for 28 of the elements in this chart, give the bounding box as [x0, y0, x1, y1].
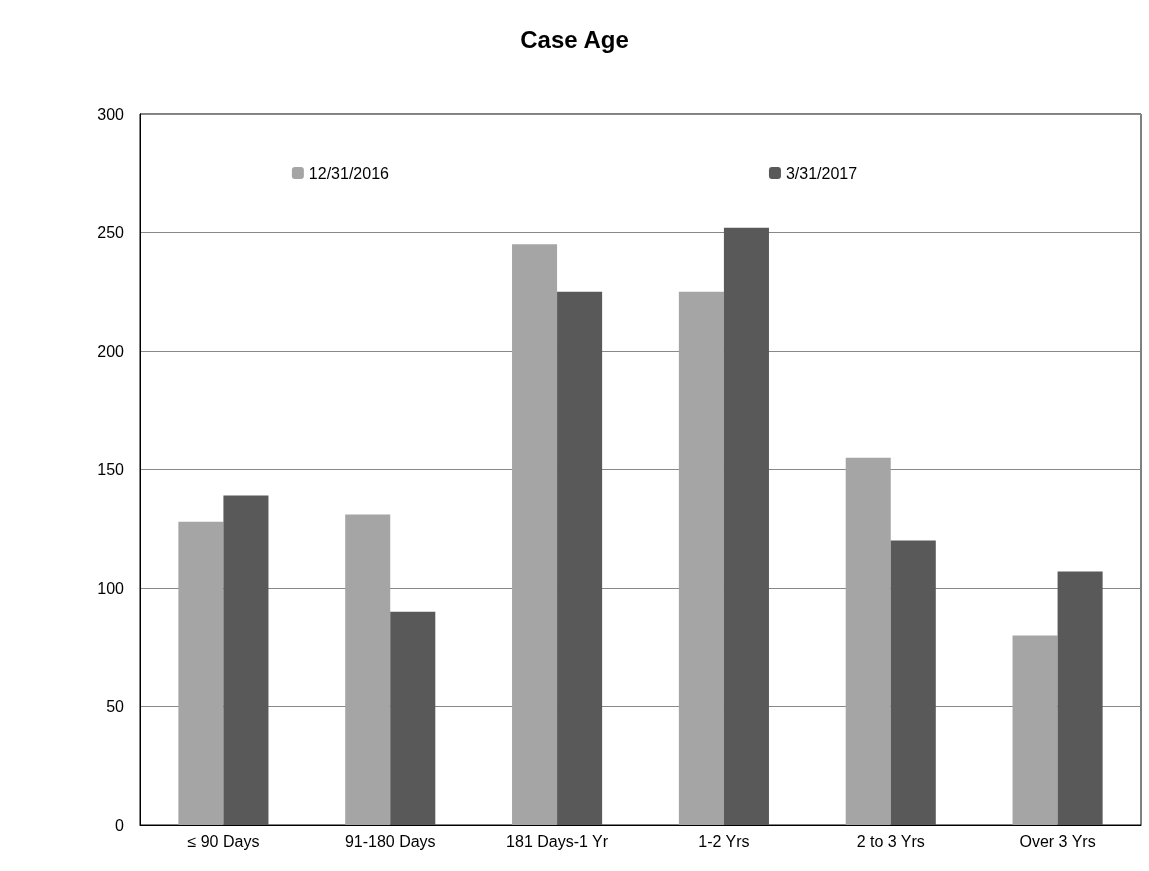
- bar: [1012, 635, 1058, 825]
- bar: [845, 457, 891, 825]
- y-tick-label: 150: [97, 461, 125, 478]
- x-tick-label: ≤ 90 Days: [187, 832, 260, 850]
- bar: [223, 495, 269, 825]
- y-tick-label: 0: [115, 816, 125, 834]
- bar: [345, 514, 391, 825]
- y-tick-label: 50: [106, 698, 125, 715]
- bar: [1057, 571, 1103, 825]
- bar: [512, 244, 558, 825]
- legend-label: 3/31/2017: [785, 164, 858, 182]
- y-tick-label: 300: [97, 105, 125, 123]
- bar: [678, 291, 724, 825]
- bar: [557, 291, 603, 825]
- bar: [890, 540, 936, 825]
- x-tick-label: Over 3 Yrs: [1019, 832, 1096, 850]
- bar: [178, 521, 224, 825]
- x-tick-label: 1-2 Yrs: [698, 832, 750, 850]
- bar: [723, 227, 769, 825]
- bar: [390, 611, 436, 825]
- y-tick-label: 100: [97, 579, 125, 597]
- y-tick-label: 250: [97, 224, 125, 241]
- x-tick-label: 2 to 3 Yrs: [856, 832, 925, 850]
- legend-label: 12/31/2016: [308, 164, 390, 182]
- y-tick-label: 200: [97, 342, 125, 360]
- x-tick-label: 181 Days-1 Yr: [506, 832, 609, 850]
- chart-title: Case Age: [520, 25, 629, 53]
- x-tick-label: 91-180 Days: [344, 832, 436, 850]
